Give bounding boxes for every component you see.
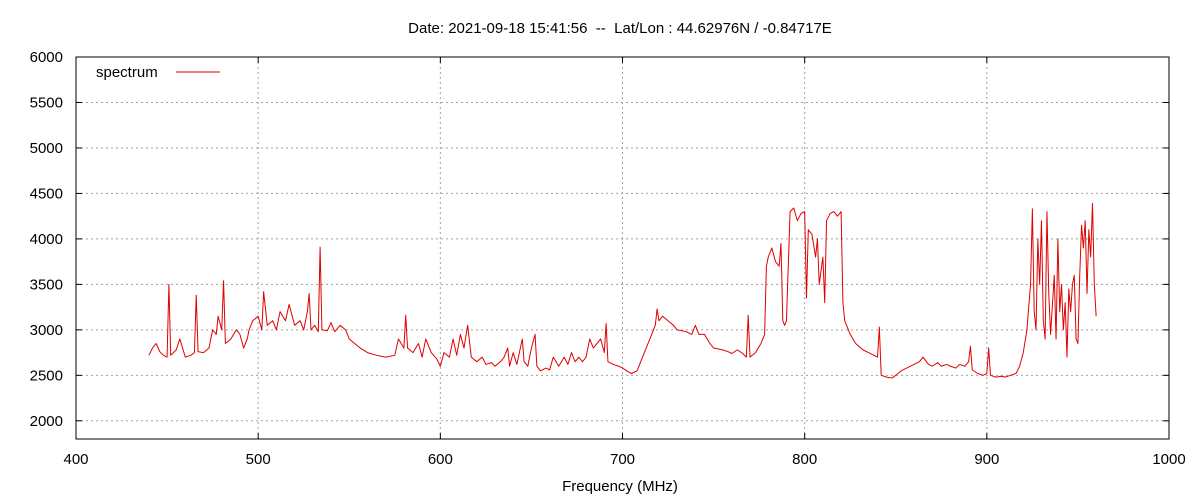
x-tick-label: 900: [974, 451, 999, 468]
x-tick-label: 400: [63, 451, 88, 468]
y-tick-label: 2500: [30, 367, 63, 384]
axes: 400 500 600 700 800 900 1000 2000 2500 3000 3500 40…: [30, 49, 1186, 468]
grid-lines: [76, 57, 1169, 439]
x-axis-label: Frequency (MHz): [562, 478, 678, 495]
legend-label: spectrum: [96, 64, 158, 81]
x-tick-label: 700: [610, 451, 635, 468]
y-tick-label: 5500: [30, 94, 63, 111]
plot-frame: [75, 56, 1170, 440]
y-tick-label: 5000: [30, 140, 63, 157]
y-tick-label: 3000: [30, 322, 63, 339]
series-line-spectrum: [148, 202, 1097, 379]
legend: spectrum: [96, 64, 220, 81]
y-tick-label: 3500: [30, 276, 63, 293]
series-group: [148, 202, 1097, 379]
x-tick-label: 500: [246, 451, 271, 468]
y-tick-label: 2000: [30, 413, 63, 430]
x-tick-label: 800: [792, 451, 817, 468]
chart-title: Date: 2021-09-18 15:41:56 -- Lat/Lon : 4…: [408, 20, 832, 37]
y-tick-label: 4500: [30, 185, 63, 202]
y-tick-label: 6000: [30, 49, 63, 66]
x-tick-label: 600: [428, 451, 453, 468]
y-tick-label: 4000: [30, 231, 63, 248]
x-tick-label: 1000: [1152, 451, 1185, 468]
